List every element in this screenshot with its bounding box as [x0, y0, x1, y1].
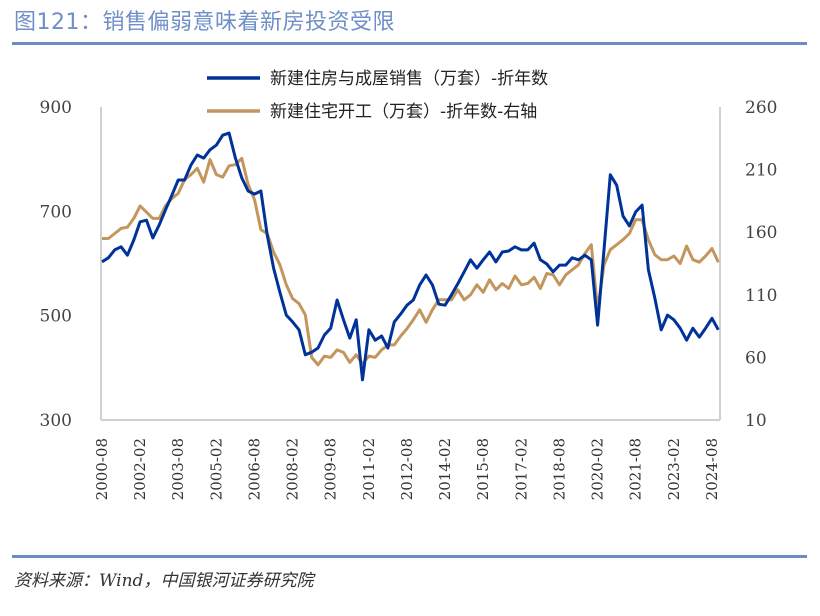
x-tick-label: 2006-08 [245, 438, 263, 500]
series-line-sales [101, 131, 720, 382]
x-tick-label: 2002-02 [131, 438, 149, 500]
left-tick-label: 700 [40, 202, 72, 222]
footer-divider [12, 555, 807, 558]
left-tick-label: 900 [40, 98, 72, 118]
figure-title: 图121：销售偏弱意味着新房投资受限 [14, 10, 395, 35]
x-tick-label: 2014-02 [436, 438, 454, 500]
x-tick-label: 2011-02 [360, 438, 378, 500]
x-tick-label: 2008-02 [284, 438, 302, 500]
legend: 新建住房与成屋销售（万套）-折年数 新建住宅开工（万套）-折年数-右轴 [207, 69, 548, 122]
x-tick-label: 2020-02 [589, 438, 607, 500]
left-tick-label: 500 [40, 307, 72, 327]
right-tick-label: 10 [745, 411, 767, 431]
title-divider [12, 42, 807, 45]
right-tick-label: 160 [745, 223, 777, 243]
x-tick-label: 2000-08 [93, 438, 111, 500]
right-tick-label: 110 [745, 286, 777, 306]
x-tick-label: 2003-08 [169, 438, 187, 500]
source-note: 资料来源：Wind，中国银河证券研究院 [14, 571, 314, 591]
right-tick-label: 60 [745, 348, 767, 368]
x-tick-label: 2023-02 [665, 438, 683, 500]
x-tick-label: 2009-08 [322, 438, 340, 500]
right-tick-label: 260 [745, 98, 777, 118]
x-tick-label: 2015-08 [474, 438, 492, 500]
x-tick-label: 2005-02 [207, 438, 225, 500]
legend-label-sales: 新建住房与成屋销售（万套）-折年数 [270, 69, 548, 89]
series-line-starts [102, 156, 720, 367]
right-tick-label: 210 [745, 161, 777, 181]
x-tick-label: 2021-08 [627, 438, 645, 500]
x-tick-label: 2017-02 [512, 438, 530, 500]
x-tick-label: 2018-08 [550, 438, 568, 500]
left-tick-label: 300 [40, 411, 72, 431]
x-tick-label: 2024-08 [703, 438, 721, 500]
legend-label-starts: 新建住宅开工（万套）-折年数-右轴 [270, 102, 537, 122]
x-tick-label: 2012-08 [398, 438, 416, 500]
